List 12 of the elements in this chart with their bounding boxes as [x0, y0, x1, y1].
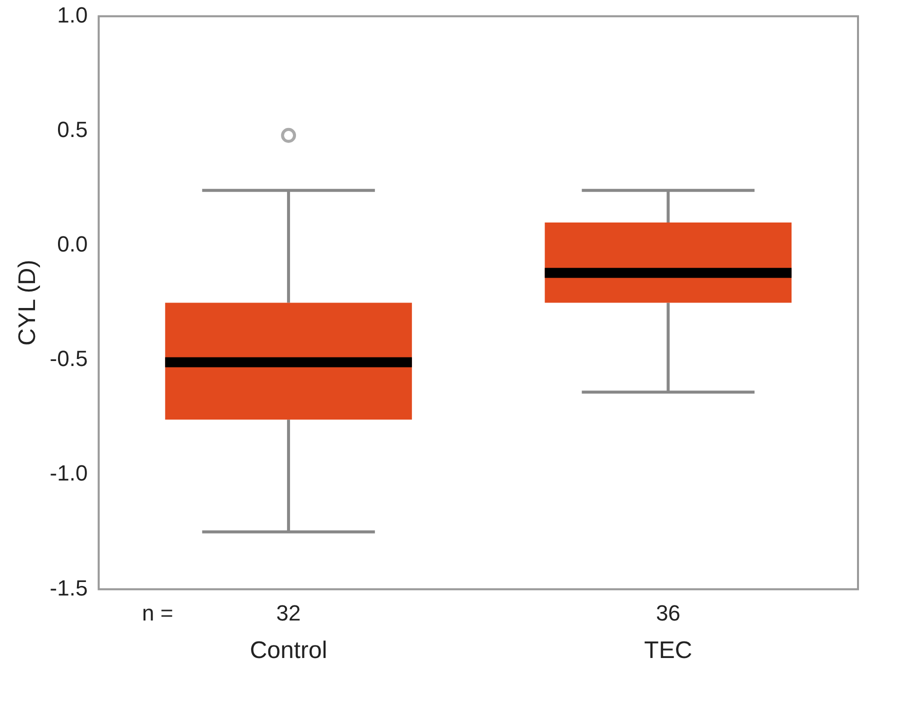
- y-tick-label: -1.5: [50, 575, 88, 600]
- y-tick-label: 1.0: [57, 2, 88, 28]
- text: 36: [656, 600, 680, 626]
- text: 32: [276, 600, 301, 626]
- x-tick-label: TEC: [644, 637, 692, 664]
- y-tick-label: -0.5: [50, 346, 88, 372]
- y-tick-label: 0.0: [57, 231, 88, 256]
- y-tick-label: 0.5: [57, 116, 88, 142]
- text: n =: [142, 600, 174, 626]
- y-axis-title: CYL (D): [14, 260, 42, 346]
- x-tick-label: Control: [250, 637, 328, 664]
- y-tick-label: -1.0: [50, 460, 88, 486]
